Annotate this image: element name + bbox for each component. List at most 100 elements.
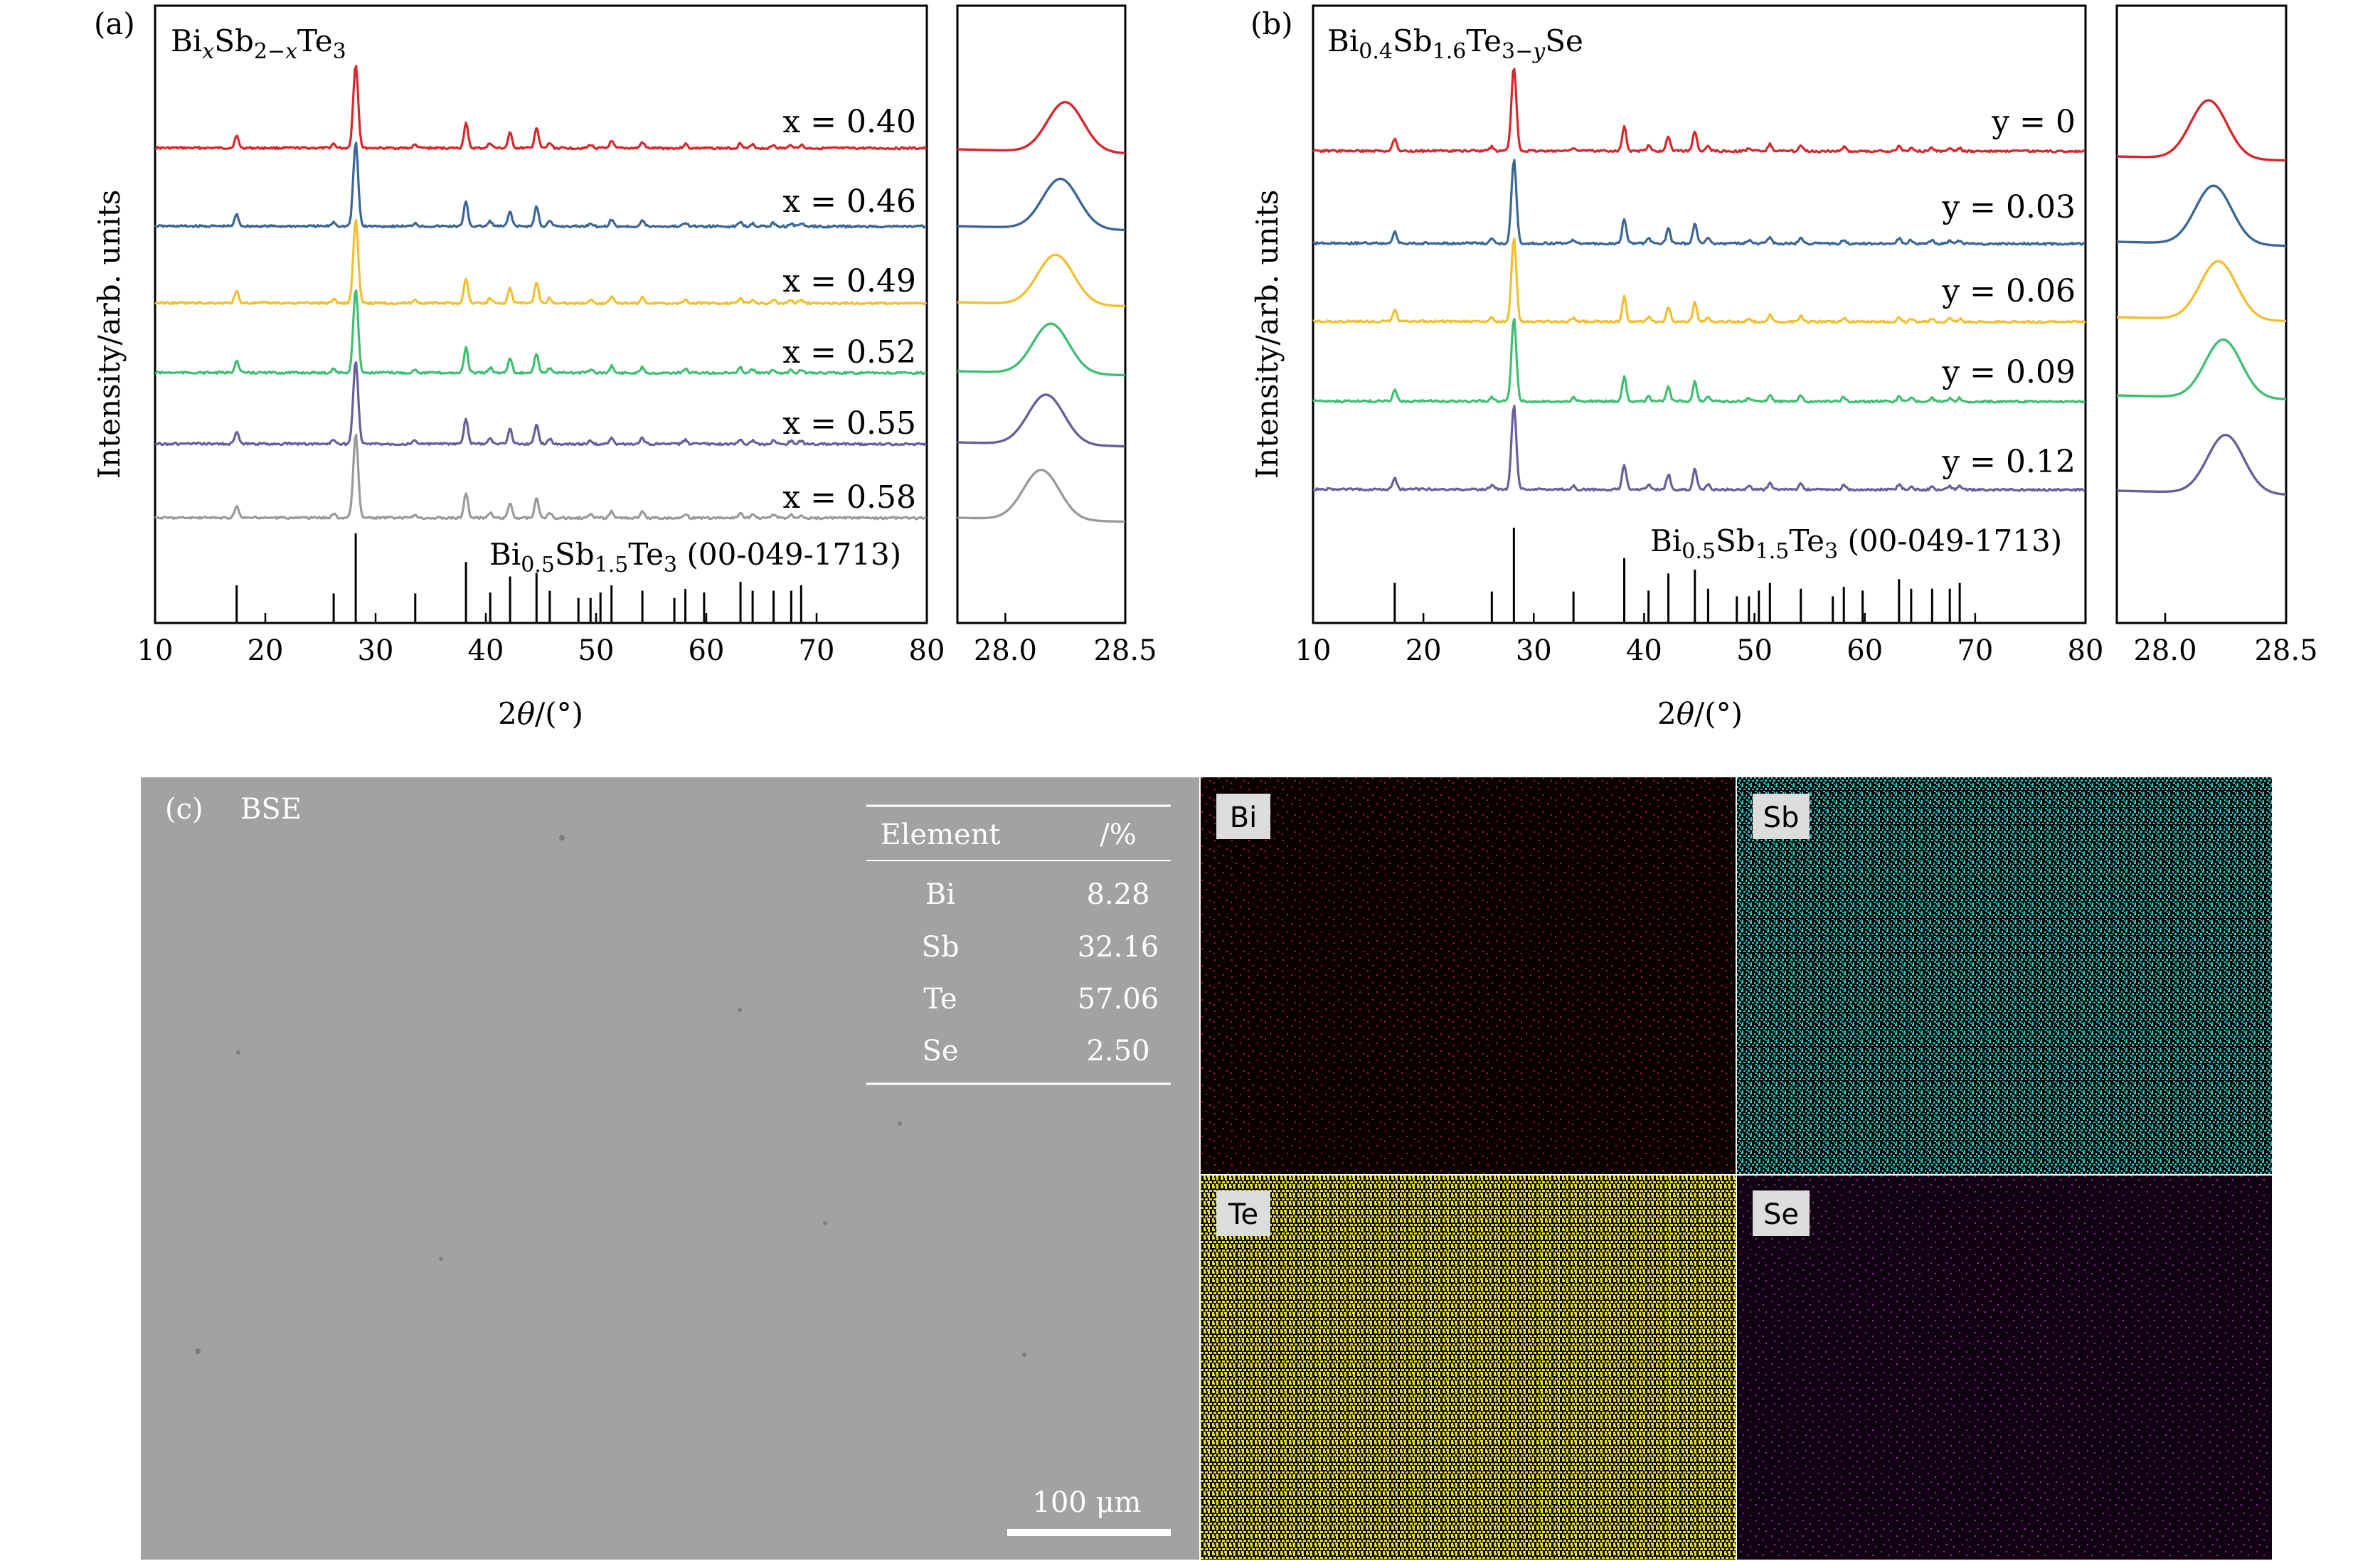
panel-a-main-frame (154, 4, 928, 624)
panel-b-xlabel: 2θ/(°) (1657, 696, 1743, 731)
zoom-series-line (957, 469, 1125, 523)
series-line (1312, 159, 2086, 246)
series-label: y = 0.06 (1941, 273, 2076, 309)
table-header-element: Element (880, 819, 1000, 851)
zoom-series-line (957, 393, 1125, 448)
eds-label-te: Te (1228, 1198, 1258, 1231)
eds-map-se (1737, 1176, 2272, 1560)
panel-b-compound: Bi0.4Sb1.6Te3−ySe (1327, 23, 1583, 64)
zoom-series-line (2117, 184, 2287, 247)
panel-b-ylabel: Intensity/arb. units (1250, 190, 1285, 479)
x-tick-label: 50 (1736, 634, 1773, 667)
zoom-series-line (957, 253, 1126, 308)
panel-a: (a) BixSb2−xTe3 Intensity/arb. units 2θ/… (92, 4, 1157, 731)
panel-a-zoom-curves (957, 100, 1126, 523)
panel-c-tag: (c) (165, 793, 203, 826)
series-line (1312, 238, 2086, 324)
panel-b: (b) Bi0.4Sb1.6Te3−ySe Intensity/arb. uni… (1250, 4, 2318, 731)
panel-b-reference-label: Bi0.5Sb1.5Te3 (00-049-1713) (1650, 523, 2062, 564)
eds-label-sb: Sb (1763, 801, 1800, 834)
series-line (154, 289, 927, 375)
panel-a-reference-peaks (235, 533, 802, 623)
eds-label-bg-sb (1753, 794, 1810, 839)
table-cell-percent: 2.50 (1086, 1035, 1149, 1067)
x-tick-label: 60 (689, 634, 725, 667)
bse-specks (195, 835, 1026, 1357)
panel-a-ylabel: Intensity/arb. units (92, 190, 127, 479)
panel-a-compound: BixSb2−xTe3 (171, 23, 346, 64)
series-label: x = 0.58 (782, 479, 916, 516)
series-label: x = 0.49 (782, 263, 916, 299)
zoom-series-line (957, 322, 1126, 377)
x-tick-label: 60 (1847, 634, 1883, 667)
series-label: y = 0.09 (1941, 354, 2076, 390)
panel-a-x-ticks: 10 20 30 40 50 60 70 80 28.0 28.5 (137, 613, 1157, 667)
eds-label-bi: Bi (1230, 801, 1258, 834)
eds-map-te (1201, 1176, 1736, 1560)
series-label: x = 0.55 (782, 405, 916, 442)
zoom-x-tick-label: 28.0 (2133, 634, 2196, 667)
panel-a-xlabel: 2θ/(°) (498, 696, 583, 731)
table-cell-element: Te (923, 983, 957, 1016)
series-line (154, 219, 928, 306)
series-line (154, 361, 928, 447)
zoom-x-tick-label: 28.5 (1093, 634, 1157, 667)
bse-title: BSE (240, 793, 302, 826)
panel-b-main-frame (1312, 4, 2087, 624)
panel-b-zoom-frame (2115, 4, 2288, 624)
table-header-percent: /% (1100, 819, 1136, 851)
composition-table: Element /% Bi 8.28 Sb 32.16 Te 57.06 Se … (866, 804, 1171, 1085)
series-label: x = 0.46 (782, 183, 916, 220)
panel-c: (c) BSE Element /% Bi 8.28 Sb 32.16 Te 5… (141, 777, 2272, 1560)
table-cell-percent: 57.06 (1078, 983, 1159, 1016)
panel-b-x-ticks: 10 20 30 40 50 60 70 80 28.0 28.5 (1295, 613, 2318, 667)
series-label: x = 0.52 (782, 334, 916, 371)
panel-b-curves: y = 0 y = 0.03 y = 0.06 y = 0.09 y = 0.12 (1312, 68, 2086, 492)
x-tick-label: 20 (248, 634, 284, 667)
panel-b-zoom-curves (2117, 99, 2287, 496)
table-cell-element: Bi (925, 878, 955, 911)
series-line (154, 142, 927, 229)
zoom-series-line (957, 177, 1126, 232)
x-tick-label: 10 (137, 634, 174, 667)
x-tick-label: 30 (1516, 634, 1552, 667)
x-tick-label: 70 (799, 634, 835, 667)
panel-a-zoom-frame (956, 4, 1127, 624)
eds-label-bg-se (1753, 1190, 1810, 1236)
panel-b-reference-peaks (1393, 528, 1961, 623)
x-tick-label: 80 (2068, 634, 2104, 667)
x-tick-label: 70 (1957, 634, 1993, 667)
zoom-series-line (2117, 260, 2286, 323)
table-cell-percent: 32.16 (1078, 931, 1159, 964)
panel-b-tag: (b) (1250, 6, 1293, 41)
x-tick-label: 20 (1406, 634, 1442, 667)
eds-label-bg-te (1216, 1190, 1270, 1236)
table-cell-element: Sb (921, 931, 959, 964)
series-label: x = 0.40 (782, 104, 916, 140)
x-tick-label: 80 (909, 634, 945, 667)
panel-a-tag: (a) (94, 6, 135, 41)
table-cell-element: Se (922, 1035, 958, 1067)
series-label: y = 0 (1991, 104, 2076, 140)
series-line (1312, 405, 2086, 492)
panel-a-curves: x = 0.40 x = 0.46 x = 0.49 x = 0.52 x = 0.55… (154, 65, 928, 521)
bse-image (141, 777, 1199, 1560)
panel-a-reference-label: Bi0.5Sb1.5Te3 (00-049-1713) (489, 537, 901, 577)
series-line (154, 433, 927, 521)
zoom-x-tick-label: 28.5 (2254, 634, 2317, 667)
zoom-series-line (957, 100, 1126, 154)
zoom-x-tick-label: 28.0 (974, 634, 1037, 667)
series-label: y = 0.12 (1941, 444, 2076, 480)
scale-bar-label: 100 μm (1033, 1486, 1142, 1519)
zoom-series-line (2117, 338, 2287, 401)
x-tick-label: 10 (1295, 634, 1332, 667)
series-line (154, 65, 928, 151)
x-tick-label: 30 (358, 634, 394, 667)
x-tick-label: 40 (1626, 634, 1662, 667)
eds-label-bg-bi (1216, 794, 1270, 839)
eds-label-se: Se (1763, 1198, 1799, 1231)
x-tick-label: 40 (468, 634, 504, 667)
zoom-series-line (2117, 433, 2287, 496)
zoom-series-line (2117, 99, 2287, 162)
